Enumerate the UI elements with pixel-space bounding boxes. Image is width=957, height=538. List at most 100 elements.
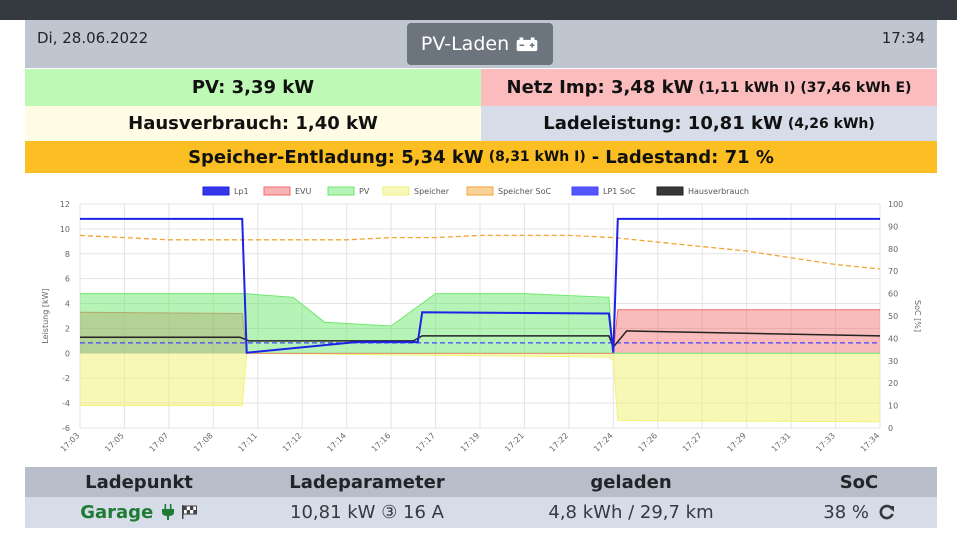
series-line-speicher — [80, 352, 881, 423]
x-tick-label: 17:34 — [859, 431, 882, 454]
y-tick-left: -2 — [62, 374, 70, 383]
y-tick-left: 8 — [65, 250, 70, 259]
x-tick-label: 17:11 — [237, 431, 260, 454]
x-tick-label: 17:14 — [325, 431, 348, 454]
series-line-lp1 — [80, 217, 880, 354]
header: Di, 28.06.2022 PV-Laden 17:34 — [25, 20, 937, 68]
x-tick-label: 17:12 — [281, 431, 304, 454]
y-axis-title-right: SoC [%] — [913, 300, 922, 332]
legend-label: PV — [359, 187, 370, 196]
series-line-hausverbrauch — [80, 330, 881, 349]
legend-label: EVU — [295, 187, 312, 196]
legend-swatch — [571, 186, 599, 196]
chargepoint-table: Ladepunkt Ladeparameter geladen SoC Gara… — [25, 467, 937, 528]
x-tick-label: 17:24 — [592, 431, 615, 454]
charge-mode-label: PV-Laden — [420, 33, 510, 55]
y-tick-left: 6 — [65, 275, 70, 284]
y-tick-right: 60 — [888, 290, 898, 299]
top-bar — [0, 0, 957, 20]
legend-swatch — [327, 186, 355, 196]
legend-label: Speicher — [414, 187, 450, 196]
x-tick-label: 17:27 — [681, 431, 704, 454]
grid-import-panel: Netz Imp: 3,48 kW (1,11 kWh I) (37,46 kW… — [481, 69, 937, 106]
house-consumption-text: Hausverbrauch: 1,40 kW — [128, 113, 378, 134]
legend-swatch — [263, 186, 291, 196]
y-tick-right: 40 — [888, 334, 898, 343]
x-tick-label: 17:16 — [370, 431, 393, 454]
header-soc: SoC — [839, 471, 879, 493]
x-tick-label: 17:31 — [770, 431, 793, 454]
pv-power-text: PV: 3,39 kW — [191, 77, 315, 98]
y-tick-right: 70 — [888, 267, 898, 276]
y-tick-left: 12 — [60, 200, 70, 209]
legend-swatch — [466, 186, 494, 196]
header-ladeparameter: Ladeparameter — [289, 471, 445, 493]
grid-import-text: Netz Imp: 3,48 kW — [506, 77, 694, 98]
legend-swatch — [202, 186, 230, 196]
chargepoint-name[interactable]: Garage — [80, 502, 154, 523]
series-area-pv — [80, 293, 880, 354]
charged-amount: 4,8 kWh / 29,7 km — [548, 502, 714, 523]
series-line-speicher-soc — [79, 234, 881, 270]
x-tick-label: 17:33 — [814, 431, 837, 454]
legend-label: LP1 SoC — [603, 187, 636, 196]
y-tick-right: 0 — [888, 424, 893, 433]
x-tick-label: 17:05 — [103, 431, 126, 454]
storage-discharge-detail: (8,31 kWh I) — [488, 149, 586, 165]
grid-import-detail: (1,11 kWh I) (37,46 kWh E) — [698, 79, 912, 96]
y-tick-right: 20 — [888, 379, 898, 388]
y-axis-title-left: Leistung [kW] — [41, 288, 50, 343]
y-tick-right: 30 — [888, 357, 898, 366]
charge-params: 10,81 kW ③ 16 A — [290, 502, 444, 523]
storage-discharge-text: Speicher-Entladung: 5,34 kW — [188, 146, 484, 168]
y-tick-left: 0 — [65, 349, 70, 358]
time-display: 17:34 — [881, 29, 925, 47]
soc-value: 38 % — [823, 502, 869, 523]
power-chart[interactable]: 121086420-2-4-6100908070605040302010017:… — [25, 178, 937, 463]
storage-separator: - — [591, 146, 600, 168]
soc-cell: 38 % — [781, 502, 937, 523]
car-battery-icon — [516, 36, 538, 51]
plug-icon — [162, 504, 175, 520]
y-tick-left: -6 — [62, 424, 70, 433]
y-tick-right: 10 — [888, 402, 898, 411]
legend-swatch — [382, 186, 410, 196]
x-tick-label: 17:07 — [148, 431, 171, 454]
legend-swatch — [656, 186, 684, 196]
series-area-speicher — [80, 353, 880, 422]
y-tick-left: 4 — [65, 300, 70, 309]
house-consumption-panel: Hausverbrauch: 1,40 kW — [25, 106, 481, 141]
x-tick-label: 17:03 — [59, 431, 82, 454]
x-tick-label: 17:19 — [459, 431, 482, 454]
storage-level-text: Ladestand: 71 % — [605, 146, 774, 168]
refresh-icon[interactable] — [879, 504, 895, 520]
charging-power-panel: Ladeleistung: 10,81 kW (4,26 kWh) — [481, 106, 937, 141]
pv-power-panel: PV: 3,39 kW — [25, 69, 481, 106]
table-row[interactable]: Garage 10,81 kW ③ 16 A 4,8 kWh / 29,7 km… — [25, 497, 937, 528]
y-tick-right: 100 — [888, 200, 903, 209]
charging-power-text: Ladeleistung: 10,81 kW — [543, 113, 783, 134]
y-tick-right: 50 — [888, 312, 898, 321]
y-tick-right: 90 — [888, 222, 898, 231]
header-geladen: geladen — [590, 471, 672, 493]
charge-mode-button[interactable]: PV-Laden — [407, 23, 553, 65]
x-tick-label: 17:17 — [414, 431, 437, 454]
y-tick-left: 2 — [65, 324, 70, 333]
x-tick-label: 17:21 — [503, 431, 526, 454]
legend-label: Speicher SoC — [498, 187, 551, 196]
legend-label: Hausverbrauch — [688, 187, 749, 196]
table-header: Ladepunkt Ladeparameter geladen SoC — [25, 467, 937, 497]
y-tick-right: 80 — [888, 245, 898, 254]
legend-label: Lp1 — [234, 187, 249, 196]
x-tick-label: 17:26 — [637, 431, 660, 454]
x-tick-label: 17:22 — [548, 431, 571, 454]
header-ladepunkt: Ladepunkt — [85, 471, 193, 493]
charging-power-detail: (4,26 kWh) — [787, 115, 875, 132]
x-tick-label: 17:29 — [725, 431, 748, 454]
date-display: Di, 28.06.2022 — [37, 29, 149, 47]
chargepoint-cell[interactable]: Garage — [25, 502, 253, 523]
flag-checkered-icon — [181, 505, 197, 519]
storage-panel: Speicher-Entladung: 5,34 kW (8,31 kWh I)… — [25, 141, 937, 173]
y-tick-left: -4 — [62, 399, 70, 408]
x-tick-label: 17:08 — [192, 431, 215, 454]
